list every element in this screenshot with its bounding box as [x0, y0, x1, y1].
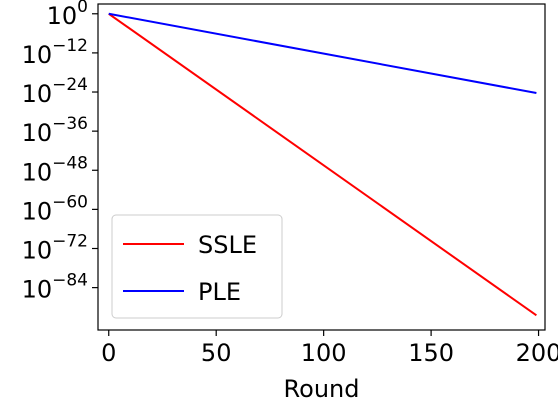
y-tick-label: 10−36	[22, 114, 88, 147]
x-axis-ticks: 0 50 100 150 200	[101, 330, 558, 367]
plot-frame	[97, 3, 546, 331]
x-tick-label: 100	[301, 339, 347, 367]
x-tick-label: 0	[101, 339, 116, 367]
legend-items: SSLE PLE	[123, 231, 257, 306]
series-line-ssle	[108, 12, 537, 317]
y-tick-label: 100	[47, 0, 88, 30]
y-tick-label: 10−48	[22, 153, 88, 186]
y-tick-label: 10−84	[22, 271, 88, 304]
y-tick-label: 10−24	[22, 75, 88, 108]
y-axis-ticks: 100 10−12 10−24 10−36 10−48 10−60 10−72 10−84	[22, 0, 98, 304]
y-tick-label: 10−72	[22, 232, 88, 265]
y-tick-label: 10−12	[22, 36, 88, 69]
legend-label-ple: PLE	[198, 278, 241, 306]
legend: SSLE PLE	[111, 214, 283, 319]
plot-lines	[108, 12, 537, 317]
legend-label-ssle: SSLE	[198, 231, 257, 259]
series-line-ple	[108, 12, 537, 94]
x-tick-label: 50	[201, 339, 232, 367]
x-tick-label: 200	[516, 339, 558, 367]
x-tick-label: 150	[408, 339, 454, 367]
x-axis-label: Round	[284, 375, 360, 403]
legend-box	[111, 214, 283, 319]
y-tick-label: 10−60	[22, 192, 88, 225]
